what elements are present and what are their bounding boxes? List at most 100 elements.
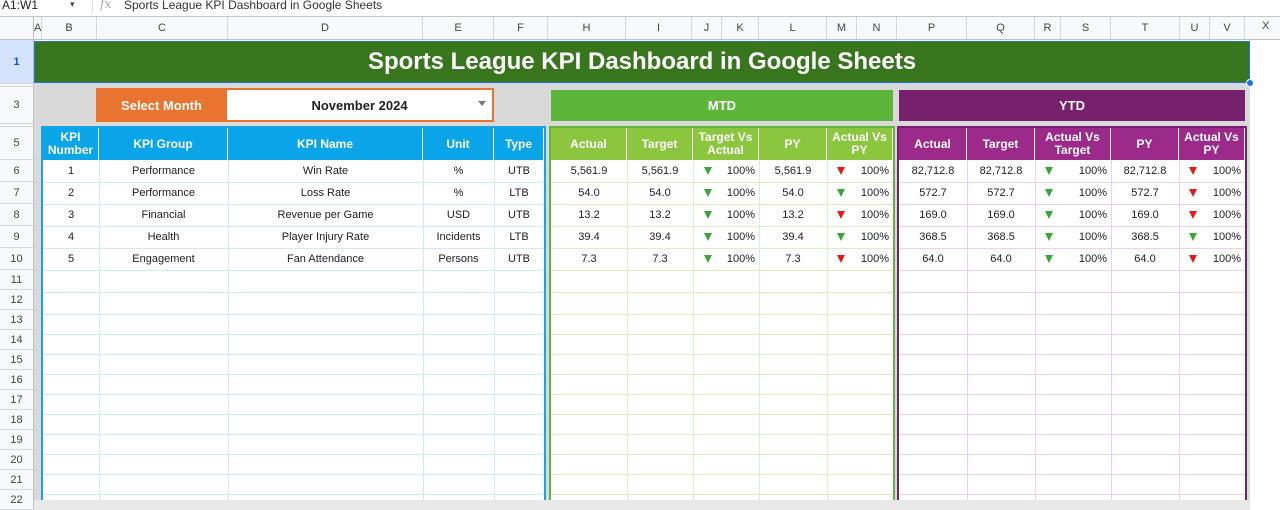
column-header-q[interactable]: Q <box>967 17 1035 39</box>
mtd-section-header: MTD <box>551 90 893 121</box>
column-header-k[interactable]: K <box>722 17 759 39</box>
column-header-b[interactable]: B <box>42 17 97 39</box>
ytd-actual-vs-target-cell: 100% <box>1078 187 1107 199</box>
column-header-i[interactable]: I <box>626 17 692 39</box>
down-arrow-icon <box>837 233 845 241</box>
row-header-21[interactable]: 21 <box>0 470 34 490</box>
formula-bar: A1:W1 ▾ fx Sports League KPI Dashboard i… <box>0 0 1280 17</box>
grid-line <box>899 292 1245 293</box>
grid-line <box>43 394 544 395</box>
dropdown-caret-icon[interactable] <box>478 101 486 106</box>
close-icon[interactable]: X <box>1262 20 1270 32</box>
row-header-13[interactable]: 13 <box>0 310 34 330</box>
selection-fill-handle[interactable] <box>1246 79 1254 87</box>
column-header-t[interactable]: T <box>1111 17 1180 39</box>
kpi-name-cell: Revenue per Game <box>277 209 374 221</box>
grid-line <box>551 314 893 315</box>
row-header-22[interactable]: 22 <box>0 490 34 510</box>
row-header-8[interactable]: 8 <box>0 204 34 226</box>
column-header-c[interactable]: C <box>97 17 228 39</box>
row-header-3[interactable]: 3 <box>0 87 34 124</box>
grid-line <box>43 248 544 249</box>
fx-icon: fx <box>100 0 112 11</box>
grid-line <box>899 434 1245 435</box>
kpi-unit-cell: Persons <box>438 253 479 265</box>
grid-line <box>99 160 100 510</box>
month-dropdown[interactable]: November 2024 <box>227 88 494 122</box>
row-header-12[interactable]: 12 <box>0 290 34 310</box>
grid-line <box>899 474 1245 475</box>
grid-line <box>693 160 694 510</box>
kpi-type-cell: LTB <box>509 187 529 199</box>
grid-line <box>627 160 628 510</box>
row-header-16[interactable]: 16 <box>0 370 34 390</box>
column-header-j[interactable]: J <box>692 17 722 39</box>
row-header-19[interactable]: 19 <box>0 430 34 450</box>
grid-line <box>43 494 544 495</box>
mtd-target-cell: 7.3 <box>652 253 668 265</box>
grid-line <box>43 454 544 455</box>
column-header-e[interactable]: E <box>423 17 494 39</box>
ytd-actual-cell: 82,712.8 <box>911 165 955 177</box>
mtd-table: Actual Target Target Vs Actual PY Actual Vs … <box>549 126 895 510</box>
row-header-4[interactable]: 4 <box>0 124 34 127</box>
row-header-7[interactable]: 7 <box>0 182 34 204</box>
column-header-u[interactable]: U <box>1180 17 1210 39</box>
down-arrow-icon <box>1189 233 1197 241</box>
mtd-target-cell: 13.2 <box>649 209 671 221</box>
ytd-target-cell: 368.5 <box>987 231 1015 243</box>
kpi-number-cell: 3 <box>67 209 75 221</box>
row-header-11[interactable]: 11 <box>0 270 34 290</box>
dashboard-title[interactable]: Sports League KPI Dashboard in Google Sh… <box>34 41 1250 83</box>
ytd-target-cell: 64.0 <box>990 253 1012 265</box>
ytd-actual-vs-target-cell: 100% <box>1078 209 1107 221</box>
mtd-target-vs-actual-cell: 100% <box>726 231 755 243</box>
chevron-down-icon[interactable]: ▾ <box>70 0 75 9</box>
row-header-1[interactable]: 1 <box>0 40 34 84</box>
column-header-r[interactable]: R <box>1035 17 1061 39</box>
grid-line <box>43 226 544 227</box>
row-header-15[interactable]: 15 <box>0 350 34 370</box>
ytd-actual-vs-py-cell: 100% <box>1212 209 1241 221</box>
row-header-18[interactable]: 18 <box>0 410 34 430</box>
mtd-target-vs-actual-cell: 100% <box>726 253 755 265</box>
column-header-h[interactable]: H <box>548 17 626 39</box>
row-header-10[interactable]: 10 <box>0 248 34 270</box>
ytd-py-cell: 368.5 <box>1131 231 1159 243</box>
grid-line <box>551 334 893 335</box>
grid-line <box>899 204 1245 205</box>
ytd-py-cell: 169.0 <box>1131 209 1159 221</box>
row-header-5[interactable]: 5 <box>0 127 34 160</box>
column-header-n[interactable]: N <box>857 17 897 39</box>
row-header-2[interactable]: 2 <box>0 84 34 87</box>
grid-line <box>759 160 760 510</box>
mtd-actual-vs-py-cell: 100% <box>860 253 889 265</box>
mtd-actual-cell: 5,561.9 <box>570 165 608 177</box>
row-header-14[interactable]: 14 <box>0 330 34 350</box>
column-header-l[interactable]: L <box>759 17 827 39</box>
row-header-9[interactable]: 9 <box>0 226 34 248</box>
row-header-17[interactable]: 17 <box>0 390 34 410</box>
row-header-20[interactable]: 20 <box>0 450 34 470</box>
column-header-a[interactable]: A <box>34 17 42 39</box>
grid-line <box>43 374 544 375</box>
formula-input[interactable]: Sports League KPI Dashboard in Google Sh… <box>124 0 383 12</box>
kpi-number-cell: 2 <box>67 187 75 199</box>
row-header-6[interactable]: 6 <box>0 160 34 182</box>
horizontal-scrollbar[interactable] <box>34 500 1250 510</box>
mtd-actual-cell: 7.3 <box>581 253 597 265</box>
select-all-corner[interactable] <box>0 17 34 39</box>
column-header-p[interactable]: P <box>897 17 967 39</box>
name-box[interactable]: A1:W1 <box>2 0 39 12</box>
column-header-v[interactable]: V <box>1210 17 1245 39</box>
grid-line <box>899 354 1245 355</box>
down-arrow-icon <box>704 211 712 219</box>
column-header-m[interactable]: M <box>827 17 857 39</box>
column-header-s[interactable]: S <box>1061 17 1111 39</box>
column-header-d[interactable]: D <box>228 17 423 39</box>
ytd-actual-vs-py-cell: 100% <box>1212 253 1241 265</box>
column-header-f[interactable]: F <box>494 17 548 39</box>
mtd-target-cell: 5,561.9 <box>641 165 679 177</box>
grid-line <box>1035 160 1036 510</box>
